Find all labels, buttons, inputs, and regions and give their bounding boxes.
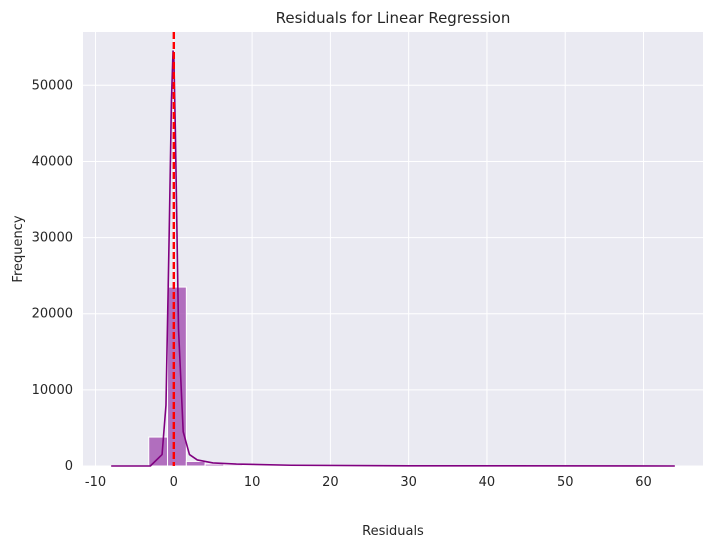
x-tick-label: 20: [322, 475, 339, 490]
chart-title: Residuals for Linear Regression: [276, 9, 511, 27]
histogram-bar: [223, 464, 244, 467]
kde-curve: [111, 50, 675, 467]
y-tick-label: 10000: [32, 383, 73, 398]
x-axis-label: Residuals: [362, 524, 424, 539]
kde-curve-group: [111, 50, 675, 467]
x-axis-ticks: -10 0 10 20 30 40 50 60: [85, 475, 652, 490]
y-axis-label: Frequency: [11, 215, 26, 282]
x-tick-label: 40: [479, 475, 496, 490]
x-tick-label: 50: [557, 475, 574, 490]
y-tick-label: 40000: [32, 154, 73, 169]
x-tick-label: 0: [170, 475, 178, 490]
histogram-bars: [148, 286, 338, 467]
y-axis-ticks: 0 10000 20000 30000 40000 50000: [32, 78, 73, 474]
x-tick-label: 60: [635, 475, 652, 490]
x-tick-label: -10: [85, 475, 106, 490]
histogram-bar: [167, 286, 187, 467]
y-tick-label: 50000: [32, 78, 73, 93]
x-tick-label: 10: [244, 475, 261, 490]
x-tick-label: 30: [400, 475, 417, 490]
histogram-bar: [148, 436, 169, 467]
y-tick-label: 30000: [32, 231, 73, 246]
y-tick-label: 20000: [32, 307, 73, 322]
y-tick-label: 0: [65, 459, 73, 474]
histogram-bar: [185, 460, 206, 467]
histogram-bar: [204, 463, 225, 467]
